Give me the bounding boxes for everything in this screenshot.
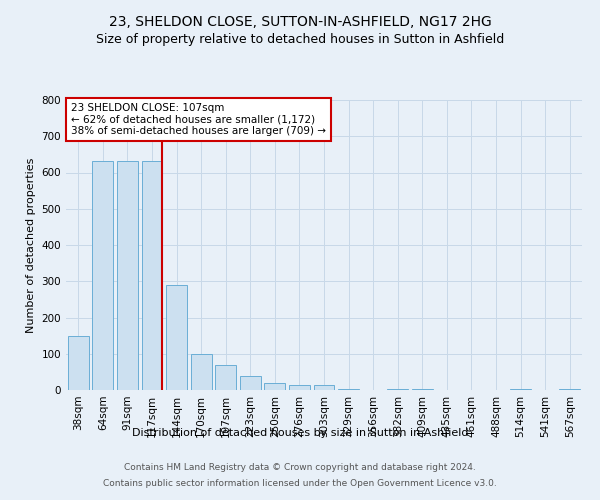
Bar	[338, 388, 359, 390]
Text: 23 SHELDON CLOSE: 107sqm
← 62% of detached houses are smaller (1,172)
38% of sem: 23 SHELDON CLOSE: 107sqm ← 62% of detach…	[71, 103, 326, 136]
Bar	[191, 354, 212, 390]
Bar	[142, 161, 163, 390]
Text: 23, SHELDON CLOSE, SUTTON-IN-ASHFIELD, NG17 2HG: 23, SHELDON CLOSE, SUTTON-IN-ASHFIELD, N…	[109, 15, 491, 29]
Text: Size of property relative to detached houses in Sutton in Ashfield: Size of property relative to detached ho…	[96, 32, 504, 46]
Bar	[265, 384, 286, 390]
Bar	[240, 376, 261, 390]
Bar	[289, 384, 310, 390]
Bar	[510, 388, 531, 390]
Text: Distribution of detached houses by size in Sutton in Ashfield: Distribution of detached houses by size …	[132, 428, 468, 438]
Text: Contains HM Land Registry data © Crown copyright and database right 2024.: Contains HM Land Registry data © Crown c…	[124, 464, 476, 472]
Bar	[314, 384, 334, 390]
Bar	[412, 388, 433, 390]
Bar	[387, 388, 408, 390]
Bar	[559, 388, 580, 390]
Bar	[166, 285, 187, 390]
Y-axis label: Number of detached properties: Number of detached properties	[26, 158, 36, 332]
Text: Contains public sector information licensed under the Open Government Licence v3: Contains public sector information licen…	[103, 478, 497, 488]
Bar	[117, 161, 138, 390]
Bar	[92, 161, 113, 390]
Bar	[215, 364, 236, 390]
Bar	[68, 336, 89, 390]
